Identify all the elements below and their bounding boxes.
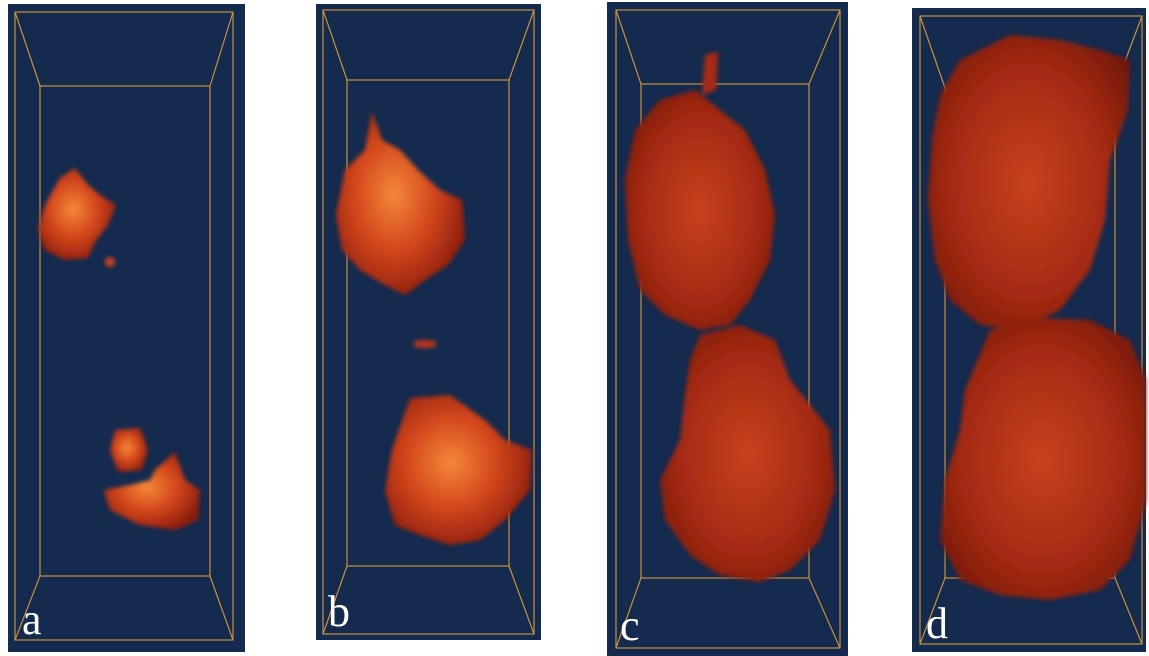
- panel-d: d: [912, 8, 1146, 652]
- panel-b: b: [316, 4, 541, 640]
- panel-a: a: [8, 4, 245, 652]
- panel-c: c: [607, 2, 848, 656]
- panel-label: d: [926, 599, 948, 648]
- panel-label: b: [328, 587, 350, 636]
- panel-label: a: [22, 595, 42, 644]
- panel-background: [316, 4, 541, 640]
- panel-label: c: [620, 601, 640, 650]
- figure: a b c: [0, 0, 1149, 656]
